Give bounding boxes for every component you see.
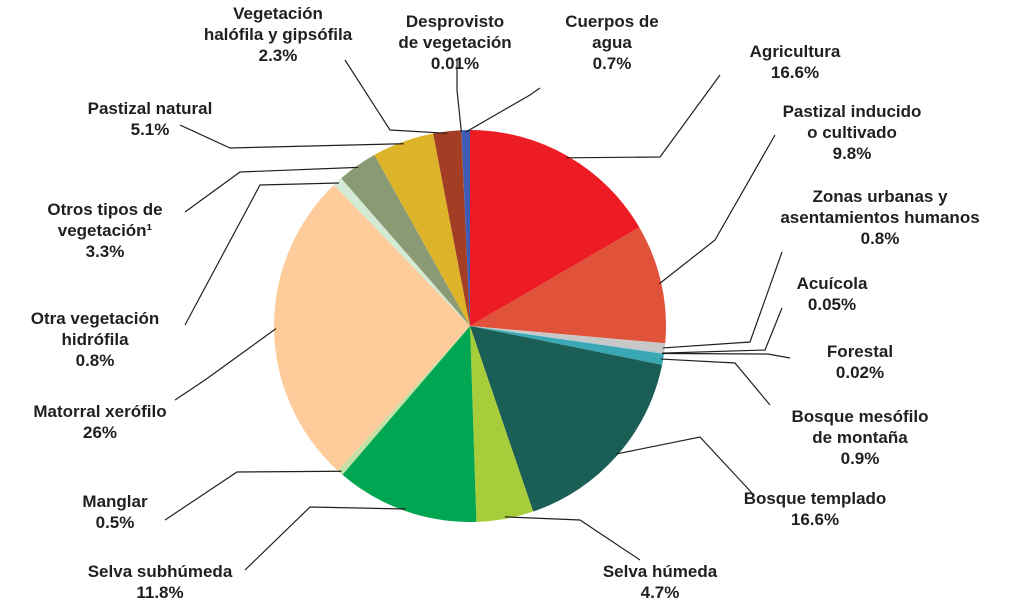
slice-label: Cuerpos de — [565, 12, 659, 31]
leader-line — [456, 60, 463, 133]
slice-label: Selva húmeda — [603, 562, 718, 581]
leader-line — [504, 516, 641, 561]
leader-line — [658, 134, 776, 285]
pie-slice — [470, 130, 640, 326]
leader-line — [184, 182, 339, 326]
pie-slice — [470, 326, 665, 354]
slice-label: Desprovisto — [406, 12, 504, 31]
leader-line — [662, 251, 783, 349]
leader-line — [344, 59, 448, 134]
value-label: 16.6% — [771, 63, 819, 82]
value-label: 9.8% — [833, 144, 872, 163]
slice-label: o cultivado — [807, 123, 897, 142]
pie-slice — [470, 326, 665, 354]
pie-slice — [341, 154, 470, 326]
slice-label: Acuícola — [797, 274, 868, 293]
slice-label: agua — [592, 33, 632, 52]
value-label: 2.3% — [259, 46, 298, 65]
slice-label: Matorral xerófilo — [33, 402, 166, 421]
pie-slice — [333, 178, 470, 326]
leader-line — [662, 307, 783, 354]
leader-line — [615, 436, 753, 494]
slice-label: Agricultura — [750, 42, 841, 61]
pie-slice — [274, 184, 470, 471]
value-label: 0.8% — [861, 229, 900, 248]
slice-label: Pastizal inducido — [783, 102, 922, 121]
value-label: 3.3% — [86, 242, 125, 261]
leader-line — [174, 328, 277, 401]
pie-slice — [461, 130, 470, 326]
leader-line — [465, 87, 541, 133]
pie-slice — [470, 326, 534, 522]
slice-label: Zonas urbanas y — [812, 187, 948, 206]
pie-slice — [470, 326, 665, 365]
value-label: 0.7% — [593, 54, 632, 73]
value-label: 0.8% — [76, 351, 115, 370]
slice-label: asentamientos humanos — [780, 208, 979, 227]
slice-label: Selva subhúmeda — [88, 562, 233, 581]
pie-slice — [470, 326, 666, 354]
value-label: 0.5% — [96, 513, 135, 532]
value-label: 4.7% — [641, 583, 680, 602]
slice-label: Vegetación — [233, 4, 323, 23]
pie-slice — [374, 133, 470, 326]
value-label: 0.01% — [431, 54, 479, 73]
value-label: 0.02% — [836, 363, 884, 382]
pie-slice — [470, 227, 666, 344]
pie-slice — [433, 130, 470, 326]
leader-line — [662, 352, 791, 359]
slice-label: Bosque templado — [744, 489, 887, 508]
slice-label: de montaña — [812, 428, 908, 447]
value-label: 0.9% — [841, 449, 880, 468]
slice-label: halófila y gipsófila — [204, 25, 353, 44]
slice-label: Otros tipos de — [47, 200, 162, 219]
value-label: 26% — [83, 423, 117, 442]
pie-slice — [470, 326, 663, 512]
slice-label: de vegetación — [398, 33, 511, 52]
leader-line — [661, 358, 771, 406]
pie-slice — [342, 326, 477, 522]
leader-line — [184, 166, 359, 213]
leader-line — [164, 470, 342, 521]
leader-line — [566, 74, 721, 159]
pie-slice — [461, 130, 470, 326]
slice-label: Otra vegetación — [31, 309, 160, 328]
pie-slice — [337, 326, 470, 475]
slice-label: Forestal — [827, 342, 893, 361]
slice-label: Manglar — [82, 492, 148, 511]
value-label: 11.8% — [136, 583, 183, 602]
leader-line — [244, 506, 406, 571]
slice-label: Pastizal natural — [88, 99, 213, 118]
slice-label: vegetación¹ — [58, 221, 153, 240]
value-label: 16.6% — [791, 510, 839, 529]
slice-label: hidrófila — [61, 330, 129, 349]
value-label: 0.05% — [808, 295, 856, 314]
slice-label: Bosque mesófilo — [792, 407, 929, 426]
value-label: 5.1% — [131, 120, 170, 139]
leader-line — [179, 124, 404, 149]
